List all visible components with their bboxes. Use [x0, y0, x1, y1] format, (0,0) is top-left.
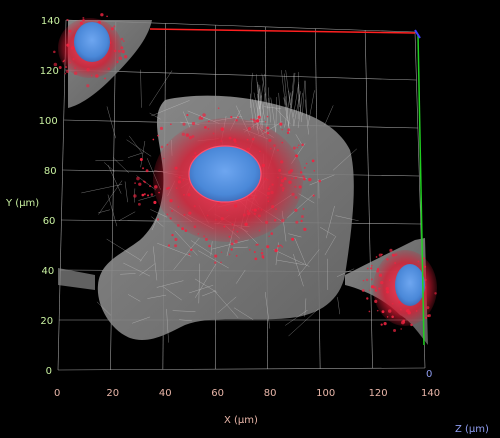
y-axis-line-right: [417, 33, 425, 346]
y-tick-label: 20: [40, 316, 53, 327]
y-axis-ticks: 0 20 40 60 80 100 120 140: [39, 16, 60, 377]
x-tick-label: 80: [264, 388, 277, 399]
x-axis-line-top: [149, 28, 416, 34]
x-tick-label: 40: [159, 388, 172, 399]
x-tick-label: 0: [54, 388, 60, 399]
z-axis-title: Z (µm): [455, 424, 489, 435]
main-cell-nucleus: [188, 145, 262, 203]
x-tick-label: 140: [421, 388, 440, 399]
x-tick-label: 120: [369, 388, 388, 399]
z-axis-tick-0: 0: [426, 369, 432, 380]
top-left-cell-nucleus: [74, 22, 110, 62]
cell-layer: [53, 13, 437, 345]
y-tick-label: 0: [46, 366, 52, 377]
y-tick-label: 120: [40, 66, 59, 77]
x-axis-ticks: 0 20 40 60 80 100 120 140: [54, 388, 440, 399]
y-tick-label: 60: [43, 216, 56, 227]
x-tick-label: 20: [106, 388, 119, 399]
left-cell-fragment: [58, 268, 95, 290]
right-cell-nucleus: [395, 264, 425, 306]
x-tick-label: 60: [211, 388, 224, 399]
y-tick-label: 80: [44, 166, 57, 177]
y-tick-label: 40: [42, 266, 55, 277]
y-tick-label: 140: [41, 16, 60, 27]
x-tick-label: 100: [316, 388, 335, 399]
z-axis-line: [414, 29, 421, 39]
x-axis-title: X (µm): [224, 415, 258, 426]
y-tick-label: 100: [39, 116, 58, 127]
y-axis-title: Y (µm): [5, 198, 39, 209]
